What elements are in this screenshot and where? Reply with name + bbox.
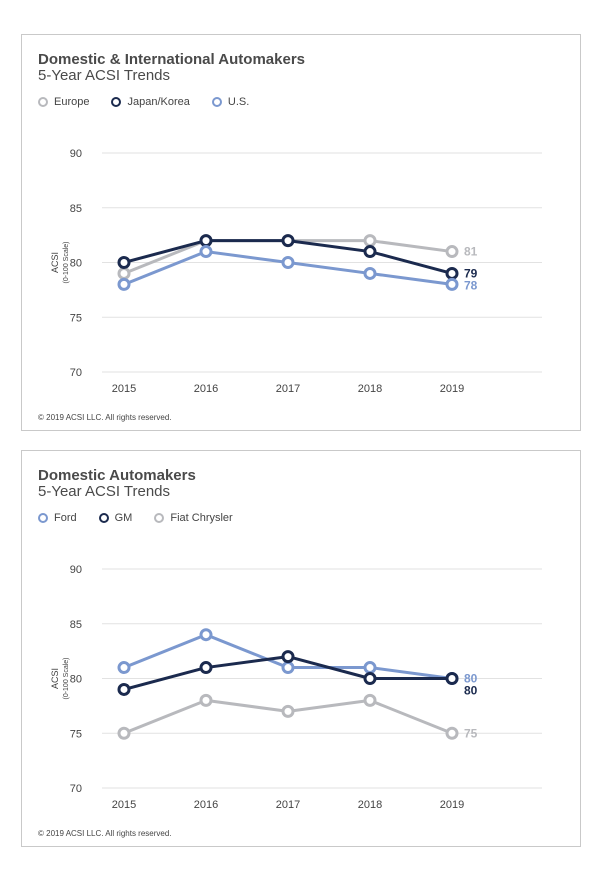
legend-label: Japan/Korea — [127, 96, 190, 108]
legend-label: U.S. — [227, 96, 250, 108]
y-tick-label: 80 — [70, 674, 82, 686]
data-point — [363, 234, 377, 248]
data-point — [445, 245, 459, 259]
legend-marker-icon — [111, 97, 122, 107]
legend-item: Europe — [38, 96, 89, 108]
line-chart: 70 75 80 85 90 2015 2016 2017 2018 2019 ACSI (0-100… — [50, 564, 542, 811]
copyright-text: © 2019 ACSI LLC. All rights reserved. — [38, 829, 172, 838]
y-tick-label: 70 — [70, 367, 82, 379]
data-point — [281, 256, 295, 269]
data-point — [363, 693, 377, 707]
legend-marker-icon — [38, 97, 48, 107]
chart-legend: Europe Japan/Korea U.S. — [38, 96, 271, 108]
data-point — [199, 693, 213, 707]
x-tick-label: 2018 — [358, 383, 382, 395]
y-tick-label: 85 — [70, 619, 82, 631]
legend-marker-icon — [98, 513, 109, 523]
data-point — [445, 266, 459, 280]
legend-label: Ford — [54, 512, 77, 524]
chart-subtitle: 5-Year ACSI Trends — [38, 483, 171, 500]
y-axis-sublabel: (0-100 Scale) — [63, 241, 70, 283]
legend-label: Europe — [54, 96, 90, 108]
data-point — [117, 682, 131, 696]
chart-panel-domestic: Domestic Automakers 5-Year ACSI Trends F… — [21, 450, 581, 847]
y-tick-label: 85 — [70, 203, 82, 215]
x-tick-label: 2015 — [112, 799, 136, 811]
data-point — [363, 245, 377, 259]
chart-panel-automakers: Domestic & International Automakers 5-Ye… — [21, 34, 581, 431]
x-tick-label: 2018 — [358, 799, 382, 811]
x-tick-label: 2017 — [276, 383, 300, 395]
data-point — [117, 661, 131, 675]
x-tick-label: 2019 — [440, 799, 464, 811]
x-tick-label: 2016 — [194, 799, 218, 811]
y-tick-label: 90 — [70, 148, 82, 160]
data-point — [199, 661, 213, 675]
legend-item: Japan/Korea — [111, 96, 190, 108]
legend-item: Fiat Chrysler — [154, 512, 233, 524]
data-point — [363, 672, 377, 685]
end-value-label: 78 — [464, 278, 478, 292]
chart-subtitle: 5-Year ACSI Trends — [38, 67, 171, 84]
copyright-text: © 2019 ACSI LLC. All rights reserved. — [38, 413, 172, 422]
data-point — [281, 234, 295, 248]
end-value-label: 81 — [464, 245, 478, 259]
chart-legend: Ford GM Fiat Chrysler — [38, 512, 255, 524]
data-point — [445, 672, 459, 685]
end-value-label: 79 — [464, 266, 478, 280]
y-tick-label: 90 — [70, 564, 82, 576]
chart-title: Domestic Automakers — [38, 467, 196, 484]
y-tick-label: 75 — [70, 312, 82, 324]
x-tick-label: 2019 — [440, 383, 464, 395]
data-point — [281, 661, 295, 675]
y-tick-label: 80 — [70, 258, 82, 270]
line-chart: 70 75 80 85 90 2015 2016 2017 2018 2019 ACSI (0-100… — [50, 148, 542, 395]
x-tick-label: 2016 — [194, 383, 218, 395]
legend-item: GM — [98, 512, 133, 524]
legend-marker-icon — [154, 513, 165, 523]
legend-item: U.S. — [211, 96, 250, 108]
data-point — [445, 277, 459, 291]
data-point — [281, 704, 295, 718]
y-axis-label: ACSI — [50, 668, 60, 689]
chart-title: Domestic & International Automakers — [38, 51, 306, 68]
legend-marker-icon — [38, 513, 48, 523]
data-point — [199, 245, 213, 259]
end-value-label: 80 — [464, 672, 478, 686]
legend-label: GM — [114, 512, 133, 524]
data-point — [117, 726, 131, 740]
data-point — [445, 726, 459, 740]
legend-label: Fiat Chrysler — [170, 512, 233, 524]
legend-marker-icon — [211, 97, 222, 107]
data-point — [281, 650, 295, 664]
end-value-label: 80 — [464, 684, 478, 698]
y-axis-sublabel: (0-100 Scale) — [63, 657, 70, 699]
data-point — [199, 234, 213, 248]
data-point — [117, 277, 131, 291]
y-tick-label: 70 — [70, 783, 82, 795]
end-value-label: 75 — [464, 726, 478, 740]
data-point — [363, 661, 377, 675]
data-point — [199, 628, 213, 642]
legend-item: Ford — [38, 512, 77, 524]
data-point — [363, 266, 377, 280]
x-tick-label: 2017 — [276, 799, 300, 811]
data-point — [117, 256, 131, 269]
data-point — [117, 266, 131, 280]
y-tick-label: 75 — [70, 728, 82, 740]
x-tick-label: 2015 — [112, 383, 136, 395]
y-axis-label: ACSI — [50, 252, 60, 273]
